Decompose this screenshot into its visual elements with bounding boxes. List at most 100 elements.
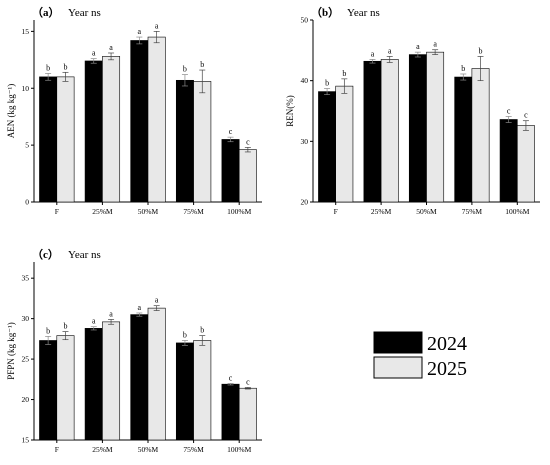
- x-tick-label: 25%M: [371, 207, 392, 216]
- significance-letter: a: [155, 21, 159, 30]
- x-tick-label: 50%M: [416, 207, 437, 216]
- y-axis-title: PFPN (kg kg⁻¹): [6, 322, 16, 379]
- bar-2025-100%M: [238, 387, 257, 441]
- y-tick-label: 20: [301, 198, 309, 207]
- y-axis-title: AEN (kg kg⁻¹): [6, 84, 16, 138]
- x-tick-label: 75%M: [462, 207, 483, 216]
- y-tick-label: 30: [301, 137, 309, 146]
- bar-2024-75%M: [175, 79, 194, 203]
- significance-letter: c: [524, 111, 528, 120]
- bar-2025-25%M: [102, 56, 121, 203]
- y-tick-label: 35: [22, 274, 30, 283]
- significance-letter: b: [63, 322, 67, 331]
- significance-letter: b: [479, 46, 483, 55]
- x-tick-label: 25%M: [92, 445, 113, 454]
- significance-letter: a: [138, 27, 142, 36]
- bar-2024-75%M: [175, 342, 194, 441]
- x-tick-label: 100%M: [227, 207, 251, 216]
- legend-label-2024: 2024: [427, 333, 467, 355]
- significance-letter: a: [109, 309, 113, 318]
- bar-2024-F: [39, 76, 58, 203]
- legend: 2024 2025: [373, 331, 467, 380]
- significance-letter: a: [109, 43, 113, 52]
- significance-letter: c: [229, 373, 233, 382]
- legend-swatch-2024: [373, 331, 423, 354]
- panel-annotation: Year ns: [68, 249, 101, 261]
- y-tick-label: 20: [22, 395, 30, 404]
- significance-letter: a: [388, 46, 392, 55]
- significance-letter: b: [46, 326, 50, 335]
- panel-annotation: Year ns: [68, 7, 101, 19]
- bar-2024-75%M: [454, 76, 473, 203]
- significance-letter: a: [371, 49, 375, 58]
- panel-label: （a）: [32, 6, 60, 19]
- legend-label-2025: 2025: [427, 358, 467, 380]
- y-tick-label: 15: [22, 27, 30, 36]
- bar-2025-25%M: [380, 59, 399, 203]
- chart-panel-2: （b） Year ns REN(%) 20 30 40 50 Fb b 25%M a a 50%M a a 7…: [285, 6, 540, 216]
- bar-2025-50%M: [147, 36, 166, 203]
- bar-2024-50%M: [130, 40, 149, 203]
- panel-label: （b）: [311, 6, 339, 19]
- significance-letter: b: [200, 326, 204, 335]
- significance-letter: a: [92, 317, 96, 326]
- bar-2025-75%M: [193, 81, 212, 203]
- significance-letter: b: [183, 65, 187, 74]
- significance-letter: c: [507, 106, 511, 115]
- bar-2024-50%M: [408, 54, 427, 203]
- significance-letter: c: [246, 137, 250, 146]
- y-axis-title: REN(%): [285, 95, 295, 127]
- legend-swatch-2025: [373, 356, 423, 379]
- bar-2025-25%M: [102, 321, 121, 441]
- bar-2025-50%M: [147, 307, 166, 441]
- x-tick-label: 75%M: [183, 207, 204, 216]
- significance-letter: a: [92, 49, 96, 58]
- significance-letter: b: [63, 62, 67, 71]
- significance-letter: b: [342, 69, 346, 78]
- chart-panel-1: （a） Year ns AEN (kg kg⁻¹) 0 5 10 15 Fb b 25%M a a 50…: [6, 6, 262, 216]
- bar-2024-25%M: [363, 60, 382, 203]
- significance-letter: c: [246, 377, 250, 386]
- bar-2025-100%M: [238, 149, 257, 203]
- significance-letter: a: [433, 40, 437, 49]
- x-tick-label: 100%M: [227, 445, 251, 454]
- significance-letter: b: [183, 330, 187, 339]
- significance-letter: a: [155, 296, 159, 305]
- bar-2024-F: [39, 340, 58, 441]
- x-tick-label: 25%M: [92, 207, 113, 216]
- bar-2025-F: [335, 85, 354, 203]
- x-tick-label: 75%M: [183, 445, 204, 454]
- significance-letter: b: [200, 60, 204, 69]
- bar-2024-100%M: [221, 383, 240, 441]
- significance-letter: c: [229, 127, 233, 136]
- bar-2025-F: [56, 335, 75, 441]
- x-tick-label: F: [55, 207, 59, 216]
- y-tick-label: 5: [25, 141, 29, 150]
- y-tick-label: 30: [22, 314, 30, 323]
- x-tick-label: 50%M: [138, 445, 159, 454]
- panel-label: （c）: [32, 248, 59, 261]
- significance-letter: b: [46, 63, 50, 72]
- y-tick-label: 40: [301, 76, 309, 85]
- bar-2024-F: [318, 91, 336, 203]
- x-tick-label: F: [55, 445, 59, 454]
- chart-panel-3: （c） Year ns PFPN (kg kg⁻¹) 15 20 25 30 35 Fb b 25%…: [6, 248, 262, 454]
- bar-2025-50%M: [426, 51, 445, 203]
- bar-2024-25%M: [84, 328, 103, 441]
- significance-letter: b: [325, 79, 329, 88]
- bar-2025-100%M: [516, 125, 535, 203]
- y-tick-label: 15: [22, 436, 30, 445]
- y-tick-label: 25: [22, 355, 30, 364]
- significance-letter: b: [461, 64, 465, 73]
- bar-2024-100%M: [221, 139, 240, 203]
- y-tick-label: 0: [25, 198, 29, 207]
- y-tick-label: 10: [22, 84, 30, 93]
- bar-2024-100%M: [499, 119, 518, 203]
- bar-2025-75%M: [471, 68, 490, 203]
- x-tick-label: 100%M: [505, 207, 529, 216]
- significance-letter: a: [138, 303, 142, 312]
- x-tick-label: 50%M: [138, 207, 159, 216]
- bar-2025-F: [56, 76, 75, 203]
- x-tick-label: F: [334, 207, 338, 216]
